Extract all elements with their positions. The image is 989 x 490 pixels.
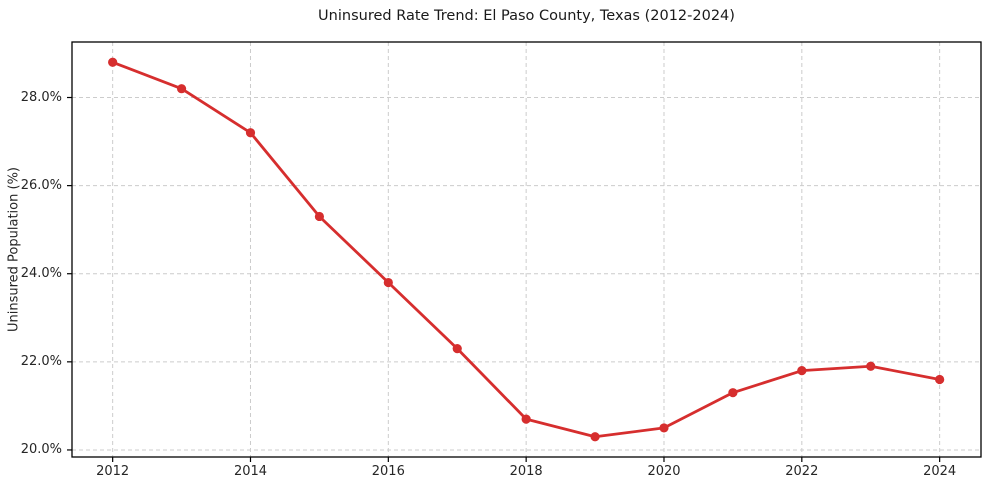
data-point-marker — [797, 366, 807, 376]
y-tick-label: 24.0% — [20, 266, 62, 282]
x-tick-label: 2024 — [923, 464, 957, 479]
plot-border — [71, 41, 982, 458]
data-point-marker — [866, 361, 876, 371]
y-tick-label: 20.0% — [20, 442, 62, 458]
y-tick-label: 28.0% — [20, 90, 62, 105]
data-point-marker — [452, 344, 462, 354]
x-tick-label: 2020 — [647, 464, 681, 479]
data-point-marker — [108, 57, 118, 67]
data-point-marker — [176, 84, 187, 94]
data-point-marker — [935, 374, 945, 385]
x-tick-label: 2022 — [785, 464, 819, 479]
data-point-marker — [245, 128, 256, 138]
chart-title: Uninsured Rate Trend: El Paso County, Te… — [318, 8, 735, 24]
x-tick-label: 2014 — [233, 464, 268, 479]
x-tick-label: 2018 — [509, 464, 543, 479]
data-point-marker — [659, 423, 669, 433]
x-tick-label: 2012 — [96, 464, 130, 479]
y-tick-label: 26.0% — [20, 178, 62, 194]
data-point-marker — [383, 277, 393, 288]
x-tick-label: 2016 — [371, 464, 405, 479]
data-point-marker — [590, 432, 600, 442]
data-point-marker — [521, 414, 531, 424]
data-point-marker — [314, 211, 325, 222]
data-point-marker — [728, 388, 738, 398]
y-tick-label: 22.0% — [20, 354, 62, 370]
